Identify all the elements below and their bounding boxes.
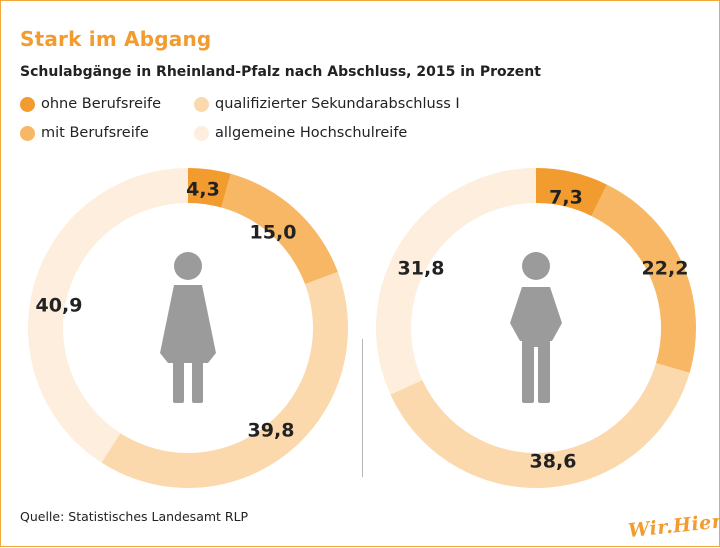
- male-icon: [510, 252, 562, 403]
- legend-label: qualifizierter Sekundarabschluss I: [215, 96, 460, 112]
- legend-swatch: [20, 96, 35, 112]
- legend-item-mit-berufsreife: mit Berufsreife: [20, 125, 149, 141]
- data-label: 7,3: [549, 187, 583, 209]
- donut-segment: [221, 173, 338, 285]
- legend-item-allgemeine-hochschulreife: allgemeine Hochschulreife: [194, 125, 407, 141]
- donut-segment: [536, 168, 607, 216]
- donut-segment: [27, 168, 189, 463]
- legend-item-ohne-berufsreife: ohne Berufsreife: [20, 96, 161, 112]
- legend-swatch: [194, 125, 209, 141]
- data-label: 39,8: [248, 420, 295, 442]
- legend-swatch: [194, 96, 209, 112]
- divider-line: [362, 339, 363, 477]
- data-label: 38,6: [530, 451, 577, 473]
- donut-segment: [376, 168, 536, 395]
- legend-item-qualifizierter-sekundarabschluss: qualifizierter Sekundarabschluss I: [194, 96, 460, 112]
- legend-label: allgemeine Hochschulreife: [215, 125, 408, 141]
- donut-segment: [101, 271, 349, 489]
- female-icon: [160, 252, 216, 403]
- legend-swatch: [20, 125, 35, 141]
- donut-segment: [188, 168, 231, 208]
- donut-segment: [390, 363, 690, 488]
- legend-label: ohne Berufsreife: [41, 96, 162, 112]
- data-label: 15,0: [250, 222, 297, 244]
- data-label: 31,8: [398, 258, 445, 280]
- data-label: 22,2: [642, 258, 689, 280]
- chart-title: Stark im Abgang: [20, 27, 212, 51]
- source-note: Quelle: Statistisches Landesamt RLP: [20, 509, 249, 524]
- data-label: 4,3: [186, 179, 220, 201]
- data-label: 40,9: [36, 295, 83, 317]
- donut-segment: [591, 184, 697, 373]
- legend-label: mit Berufsreife: [41, 125, 149, 141]
- chart-subtitle: Schulabgänge in Rheinland-Pfalz nach Abs…: [20, 64, 541, 80]
